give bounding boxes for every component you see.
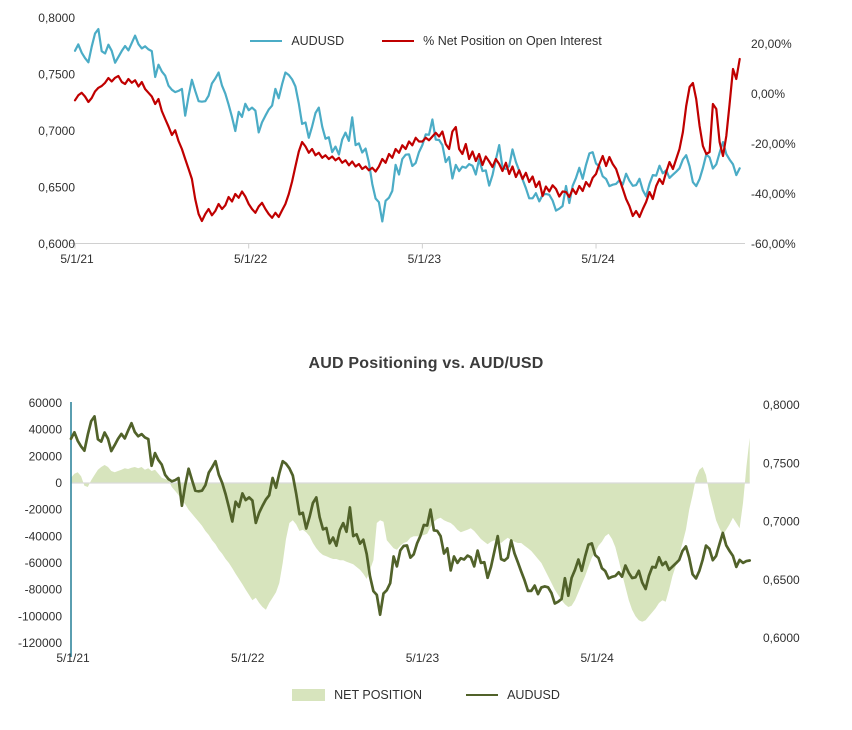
x-tick-label: 5/1/23 xyxy=(406,651,440,665)
x-tick-label: 5/1/22 xyxy=(234,252,268,266)
legend-item-audusd: AUDUSD xyxy=(250,34,344,48)
y-right-tick-label: 20,00% xyxy=(751,37,792,51)
audusd-line-swatch-icon xyxy=(466,694,499,696)
x-tick-label: 5/1/23 xyxy=(408,252,442,266)
y-left-tick-label: -100000 xyxy=(18,609,62,623)
y-left-tick-label: 40000 xyxy=(29,423,63,437)
legend-label-net-pct: % Net Position on Open Interest xyxy=(423,34,602,48)
legend-label-audusd-bottom: AUDUSD xyxy=(507,688,560,702)
audusd-line-bottom xyxy=(69,415,752,617)
x-tick-label: 5/1/22 xyxy=(231,651,265,665)
y-left-tick-label: 0,7500 xyxy=(38,68,75,82)
y-left-tick-label: 0,6500 xyxy=(38,181,75,195)
y-left-tick-label: -40000 xyxy=(25,529,63,543)
y-left-tick-label: 0,8000 xyxy=(38,11,75,25)
x-tick-label: 5/1/24 xyxy=(581,252,615,266)
y-left-tick-label: -20000 xyxy=(25,503,63,517)
y-right-tick-label: 0,7000 xyxy=(763,515,800,529)
legend-item-audusd-bottom: AUDUSD xyxy=(466,688,560,702)
y-left-tick-label: 0,6000 xyxy=(38,237,75,251)
bottom-chart-title: AUD Positioning vs. AUD/USD xyxy=(308,355,544,372)
legend-label-net-position: NET POSITION xyxy=(334,688,423,702)
y-left-tick-label: 20000 xyxy=(29,449,63,463)
y-right-tick-label: -60,00% xyxy=(751,237,796,251)
audusd-line-swatch-icon xyxy=(250,40,283,42)
y-left-tick-label: -80000 xyxy=(25,583,63,597)
y-right-tick-label: 0,7500 xyxy=(763,456,800,470)
legend-item-net-position: NET POSITION xyxy=(292,688,422,702)
top-chart-legend: AUDUSD % Net Position on Open Interest xyxy=(0,34,852,48)
y-right-tick-label: 0,6000 xyxy=(763,631,800,645)
bottom-chart-plot: 60000 40000 20000 0 -20000 -40000 -60000 -80000… xyxy=(18,396,800,665)
y-right-tick-label: 0,00% xyxy=(751,87,785,101)
top-chart-plot: 5/1/21 5/1/22 5/1/23 5/1/24 0,8000 0,7500 0,70… xyxy=(38,11,796,266)
x-tick-label: 5/1/21 xyxy=(56,651,90,665)
net-position-area-swatch-icon xyxy=(292,689,326,701)
x-tick-label: 5/1/21 xyxy=(60,252,94,266)
net-pct-line-swatch-icon xyxy=(382,40,415,42)
net-pct-line xyxy=(73,57,741,223)
legend-item-net-pct: % Net Position on Open Interest xyxy=(382,34,602,48)
y-right-tick-label: -40,00% xyxy=(751,187,796,201)
y-left-tick-label: -60000 xyxy=(25,556,63,570)
y-left-tick-label: 60000 xyxy=(29,396,63,410)
audusd-line xyxy=(73,28,741,223)
y-right-tick-label: 0,8000 xyxy=(763,398,800,412)
y-left-tick-label: -120000 xyxy=(18,636,62,650)
y-right-tick-label: 0,6500 xyxy=(763,573,800,587)
y-left-tick-label: 0,7000 xyxy=(38,124,75,138)
net-position-area xyxy=(71,437,750,622)
y-left-tick-label: 0 xyxy=(55,476,62,490)
x-tick-label: 5/1/24 xyxy=(580,651,614,665)
bottom-chart-legend: NET POSITION AUDUSD xyxy=(0,688,852,702)
legend-label-audusd: AUDUSD xyxy=(291,34,345,48)
y-right-tick-label: -20,00% xyxy=(751,137,796,151)
